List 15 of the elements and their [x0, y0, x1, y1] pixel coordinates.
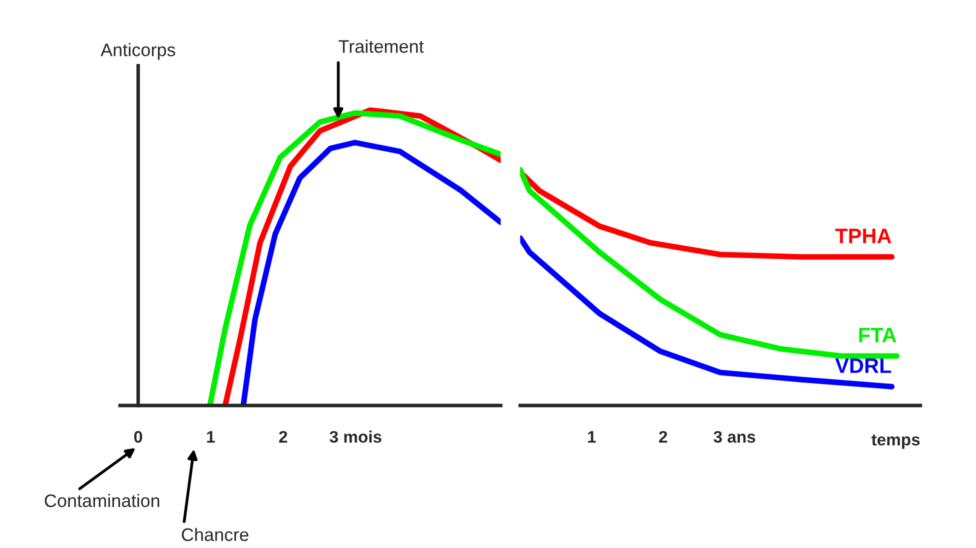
x-tick-label: 3 ans: [714, 430, 756, 443]
y-axis-title: Anticorps: [100, 43, 176, 60]
text: Contamination: [44, 494, 160, 508]
series-label: FTA: [859, 328, 896, 342]
x-tick-label: 1: [588, 431, 596, 443]
x-tick-label: 3 mois: [330, 430, 382, 443]
text: Chancre: [182, 528, 248, 542]
annotation: Traitement: [338, 40, 424, 53]
series-label: VDRL: [835, 358, 892, 373]
x-axis-title: temps: [871, 434, 920, 449]
x-tick-label: 0: [134, 430, 142, 443]
x-tick-label: 1: [207, 431, 215, 443]
x-tick-label: 2: [279, 430, 288, 443]
x-tick-label: 2: [659, 430, 668, 443]
series-label: TPHA: [835, 228, 892, 244]
